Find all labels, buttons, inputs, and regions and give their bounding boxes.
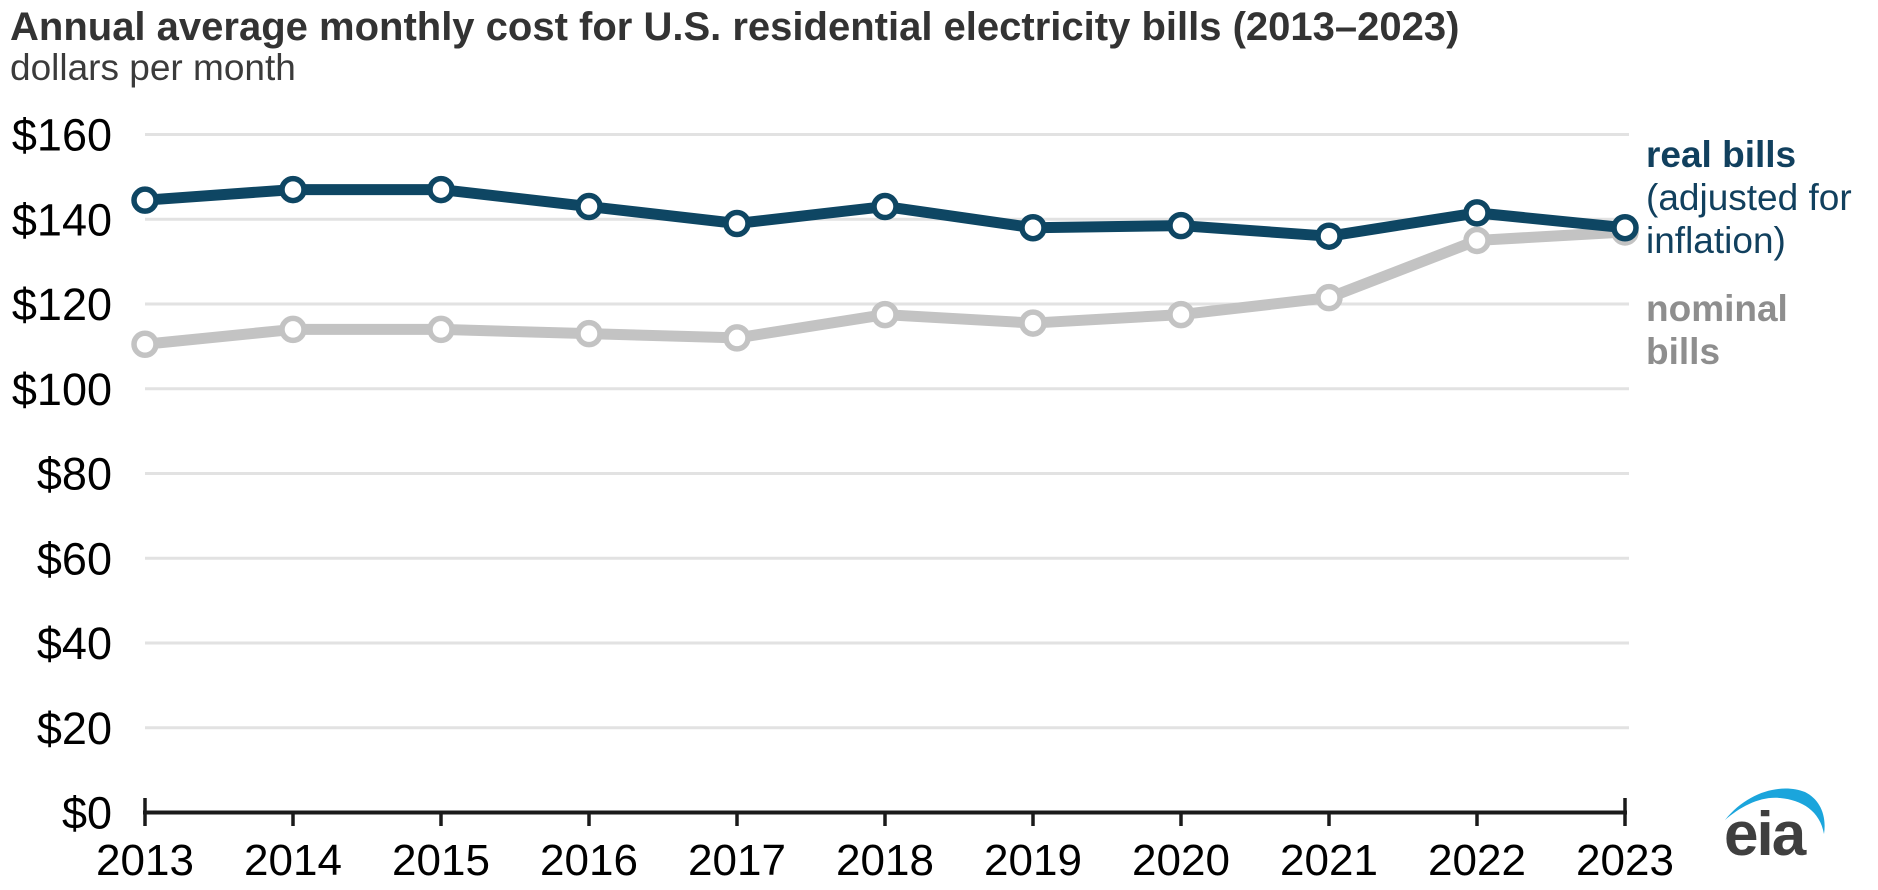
x-tick-label: 2013 [96,836,194,885]
x-tick-label: 2020 [1132,836,1230,885]
legend: real bills (adjusted for inflation) nomi… [1646,133,1878,373]
marker-nominal [427,315,455,344]
y-tick-label: $20 [37,703,112,754]
marker-nominal [131,330,159,359]
marker-nominal [1019,309,1047,337]
marker-nominal [575,319,603,348]
x-tick-label: 2019 [984,836,1082,885]
marker-real [1167,211,1195,240]
x-tick-label: 2022 [1428,836,1526,885]
marker-nominal [723,324,751,352]
marker-nominal [279,315,307,344]
marker-real [1463,199,1491,227]
marker-real [1315,222,1343,250]
x-tick-label: 2017 [688,836,786,885]
x-tick-label: 2021 [1280,836,1378,885]
legend-nominal-line-2: bills [1646,331,1721,372]
chart-title: Annual average monthly cost for U.S. res… [10,5,1460,49]
x-tick-label: 2023 [1576,836,1674,885]
marker-real [575,192,603,221]
y-tick-label: $80 [37,449,112,500]
marker-nominal [871,300,899,329]
x-tick-label: 2014 [244,836,342,885]
eia-swoosh-icon [1725,788,1825,834]
marker-real [427,175,455,204]
y-tick-label: $100 [12,364,112,415]
marker-real [1611,213,1639,242]
x-tick-label: 2016 [540,836,638,885]
y-tick-label: $40 [37,618,112,669]
y-tick-label: $140 [12,194,112,245]
eia-logo: eia [1724,788,1825,864]
legend-real-subline-1: (adjusted for [1646,177,1852,218]
chart-subtitle: dollars per month [10,47,296,88]
y-tick-label: $0 [62,788,112,839]
marker-nominal [1167,300,1195,329]
y-tick-label: $120 [12,279,112,330]
marker-real [279,175,307,204]
marker-nominal [1315,283,1343,312]
legend-real-title: real bills [1646,134,1797,175]
legend-real-subline-2: inflation) [1646,220,1786,261]
marker-real [1019,213,1047,242]
x-tick-label: 2015 [392,836,490,885]
y-tick-label: $160 [12,110,112,161]
marker-real [871,192,899,221]
eia-wordmark: eia [1724,800,1807,864]
marker-real [723,209,751,238]
y-tick-label: $60 [37,533,112,584]
marker-nominal [1463,226,1491,255]
x-tick-label: 2018 [836,836,934,885]
marker-real [131,186,159,214]
legend-nominal-block: nominal bills [1646,287,1878,373]
legend-nominal-line-1: nominal [1646,288,1788,329]
legend-real-block: real bills (adjusted for inflation) [1646,133,1878,262]
